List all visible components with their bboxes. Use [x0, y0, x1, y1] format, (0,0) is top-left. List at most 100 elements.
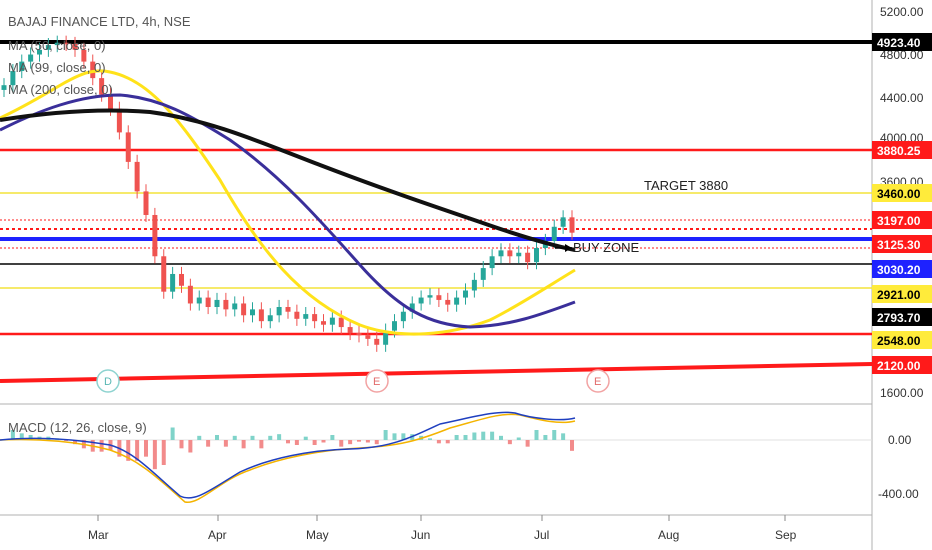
macd-hist-bar	[330, 435, 335, 440]
ma-99-line	[0, 93, 576, 329]
macd-hist-bar	[543, 435, 548, 440]
macd-hist-bar	[268, 435, 273, 440]
x-tick-label: Aug	[658, 528, 679, 542]
candle-body	[285, 307, 291, 312]
macd-hist-bar	[197, 435, 202, 440]
candle-body	[560, 217, 566, 227]
macd-hist-bar	[152, 440, 157, 470]
price-tag-3030: 3030.20	[877, 263, 921, 277]
macd-signal-line	[0, 413, 576, 503]
event-marker-e[interactable]: E	[586, 369, 610, 393]
candle-body	[383, 330, 389, 345]
chart-legend: BAJAJ FINANCE LTD, 4h, NSE MA (50, close…	[8, 14, 191, 97]
x-tick-label: Jun	[411, 528, 430, 542]
candle-body	[312, 314, 318, 322]
candle-body	[294, 311, 300, 319]
price-tag-3460: 3460.00	[877, 187, 921, 201]
macd-hist-bar	[28, 435, 33, 440]
trend-line-support	[0, 362, 873, 383]
buy-zone-annotation: BUY ZONE	[573, 240, 640, 255]
candle-body	[250, 309, 255, 316]
x-tick-label: Mar	[88, 528, 109, 542]
candle-body	[480, 268, 486, 280]
x-tick-label: Jul	[534, 528, 549, 542]
ma-200-line	[0, 108, 576, 252]
candle-body	[267, 315, 273, 322]
candle-body	[99, 78, 105, 95]
candles	[1, 35, 575, 352]
macd-legend[interactable]: MACD (12, 26, close, 9)	[8, 420, 147, 435]
candle-body	[134, 161, 140, 192]
macd-hist-bar	[286, 440, 290, 444]
candle-body	[63, 42, 69, 45]
macd-hist-bar	[516, 437, 521, 440]
legend-ma-99[interactable]: MA (99, close, 0)	[8, 60, 106, 75]
macd-hist-bar	[321, 440, 326, 443]
candle-body	[28, 54, 34, 62]
macd-hist-bar	[277, 434, 282, 440]
symbol-title[interactable]: BAJAJ FINANCE LTD, 4h, NSE	[8, 14, 191, 29]
candle-body	[205, 297, 211, 308]
macd-hist-bar	[135, 440, 140, 461]
x-tick-label: Apr	[208, 528, 227, 542]
price-tags: 4923.40 3880.25 3460.00 3197.00 3125.30 …	[872, 33, 932, 374]
candle-body	[196, 297, 202, 304]
macd-hist-bar	[294, 440, 299, 445]
macd-hist-bar	[232, 435, 237, 440]
macd-hist-bar	[99, 440, 104, 452]
candle-body	[525, 252, 531, 263]
candle-body	[143, 191, 149, 215]
candle-body	[223, 299, 229, 310]
macd-hist-bar	[10, 430, 15, 440]
x-tick-label: May	[306, 528, 329, 542]
macd-hist-bar	[339, 440, 344, 447]
macd-line	[0, 411, 576, 499]
legend-ma-200[interactable]: MA (200, close, 0)	[8, 82, 113, 97]
event-marker-d[interactable]: D	[96, 369, 120, 393]
candle-body	[161, 256, 167, 292]
y-tick-label: 4800.00	[880, 48, 924, 62]
macd-hist-bar	[463, 435, 468, 440]
macd-tick-label: -400.00	[878, 487, 919, 501]
candle-body	[125, 132, 131, 162]
macd-hist-bar	[499, 435, 503, 440]
candle-body	[1, 85, 7, 90]
candle-body	[489, 256, 495, 269]
candle-body	[436, 295, 442, 300]
candle-body	[569, 217, 575, 233]
y-tick-label: 4400.00	[880, 91, 924, 105]
candle-body	[534, 248, 539, 263]
candle-body	[276, 307, 282, 316]
svg-text:D: D	[104, 376, 112, 388]
macd-hist-bar	[392, 433, 397, 440]
candle-body	[54, 42, 60, 46]
candle-body	[90, 61, 96, 79]
candle-body	[374, 338, 380, 345]
macd-hist-bar	[552, 430, 557, 440]
candle-body	[232, 303, 238, 310]
candle-body	[116, 108, 122, 133]
svg-text:E: E	[373, 376, 380, 388]
candle-body	[187, 285, 193, 304]
price-tag-3880: 3880.25	[877, 144, 921, 158]
legend-ma-50[interactable]: MA (50, close, 0)	[8, 38, 106, 53]
macd-hist-bar	[161, 440, 166, 465]
candle-body	[329, 317, 335, 325]
price-tag-2548: 2548.00	[877, 334, 921, 348]
candle-body	[214, 299, 220, 308]
candle-body	[321, 321, 326, 325]
macd-hist-bar	[357, 440, 361, 442]
macd-hist-bar	[73, 440, 77, 445]
macd-hist-bar	[223, 440, 228, 447]
ma-50-line	[0, 69, 576, 336]
candle-body	[152, 214, 158, 257]
macd-hist-bar	[170, 427, 175, 440]
candle-body	[463, 290, 468, 298]
candle-body	[37, 49, 42, 55]
candle-body	[365, 335, 371, 339]
candle-body	[507, 250, 513, 257]
candle-body	[45, 45, 51, 50]
event-marker-e[interactable]: E	[365, 369, 389, 393]
candle-body	[445, 299, 451, 305]
buy-zone-arrowhead	[565, 244, 572, 252]
